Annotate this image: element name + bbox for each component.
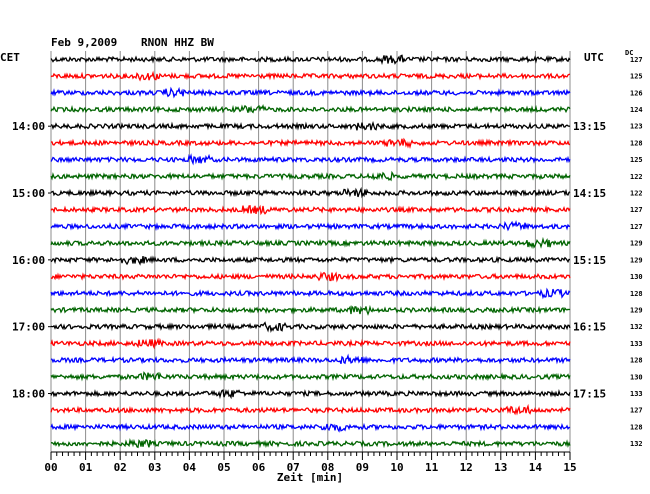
dc-value-label: 125	[630, 73, 643, 81]
seismic-trace	[50, 422, 571, 433]
dc-value-label: 125	[630, 156, 643, 164]
station-label: RNON HHZ BW	[141, 36, 214, 49]
dc-value-label: 132	[630, 440, 643, 448]
dc-value-label: 132	[630, 323, 643, 331]
seismic-trace	[50, 104, 571, 114]
seismic-trace	[50, 153, 571, 166]
seismic-trace	[50, 287, 571, 300]
x-tick-label: 11	[425, 461, 439, 474]
dc-value-label: 128	[630, 423, 643, 431]
seismic-trace	[50, 220, 571, 232]
seismic-trace	[50, 120, 571, 131]
seismic-trace	[50, 186, 571, 199]
dc-value-label: 123	[630, 123, 643, 131]
cet-hour-label: 14:00	[12, 120, 45, 133]
dc-value-label: 130	[630, 273, 643, 281]
seismic-trace	[50, 389, 571, 400]
cet-hour-label: 16:00	[12, 254, 45, 267]
x-tick-label: 09	[356, 461, 369, 474]
seismic-trace	[50, 371, 571, 382]
dc-value-label: 122	[630, 190, 643, 198]
dc-value-label: 127	[630, 407, 643, 415]
seismic-trace	[50, 137, 571, 149]
dc-value-label: 127	[630, 206, 643, 214]
seismic-trace	[50, 170, 571, 182]
dc-label: DC	[625, 49, 633, 57]
x-tick-label: 13	[494, 461, 507, 474]
x-tick-label: 12	[460, 461, 473, 474]
x-tick-label: 14	[529, 461, 543, 474]
dc-value-label: 127	[630, 223, 643, 231]
utc-hour-label: 15:15	[573, 254, 606, 267]
seismic-trace	[50, 255, 571, 266]
dc-value-label: 124	[630, 106, 643, 114]
x-tick-label: 00	[44, 461, 57, 474]
dc-value-label: 128	[630, 139, 643, 147]
cet-hour-label: 17:00	[12, 321, 45, 334]
utc-hour-label: 17:15	[573, 388, 606, 401]
dc-value-label: 126	[630, 89, 643, 97]
x-tick-label: 08	[321, 461, 334, 474]
x-tick-label: 15	[563, 461, 576, 474]
utc-hour-label: 13:15	[573, 120, 606, 133]
x-tick-label: 10	[390, 461, 403, 474]
utc-hour-label: 16:15	[573, 321, 606, 334]
dc-value-label: 133	[630, 340, 643, 348]
dc-value-label: 128	[630, 357, 643, 365]
seismic-trace	[50, 321, 571, 334]
dc-value-label: 122	[630, 173, 643, 181]
cet-hour-label: 15:00	[12, 187, 45, 200]
dc-value-label: 129	[630, 256, 643, 264]
x-tick-label: 05	[217, 461, 230, 474]
seismic-trace	[50, 70, 571, 82]
seismic-trace	[50, 86, 571, 99]
utc-hour-label: 14:15	[573, 187, 606, 200]
seismic-trace	[50, 236, 571, 249]
x-tick-label: 06	[252, 461, 266, 474]
x-tick-label: 03	[148, 461, 161, 474]
x-tick-label: 04	[183, 461, 197, 474]
x-axis-title: Zeit [min]	[277, 471, 343, 484]
utc-label: UTC	[584, 51, 604, 64]
seismic-trace	[50, 403, 571, 416]
seismic-trace	[50, 337, 571, 350]
seismic-trace	[50, 204, 571, 216]
seismic-trace	[50, 54, 571, 66]
dc-value-label: 130	[630, 373, 643, 381]
x-tick-label: 01	[79, 461, 93, 474]
date-label: Feb 9,2009	[51, 36, 117, 49]
dc-value-label: 129	[630, 240, 643, 248]
dc-value-label: 129	[630, 306, 643, 314]
seismic-trace	[50, 271, 571, 283]
seismic-trace	[50, 304, 571, 316]
dc-value-label: 127	[630, 56, 643, 64]
x-tick-label: 02	[114, 461, 127, 474]
dc-value-label: 128	[630, 290, 643, 298]
dc-value-label: 133	[630, 390, 643, 398]
seismic-trace	[50, 437, 571, 449]
x-tick-label: 07	[287, 461, 300, 474]
cet-hour-label: 18:00	[12, 388, 45, 401]
cet-label: CET	[0, 51, 20, 64]
seismic-trace	[50, 353, 571, 365]
